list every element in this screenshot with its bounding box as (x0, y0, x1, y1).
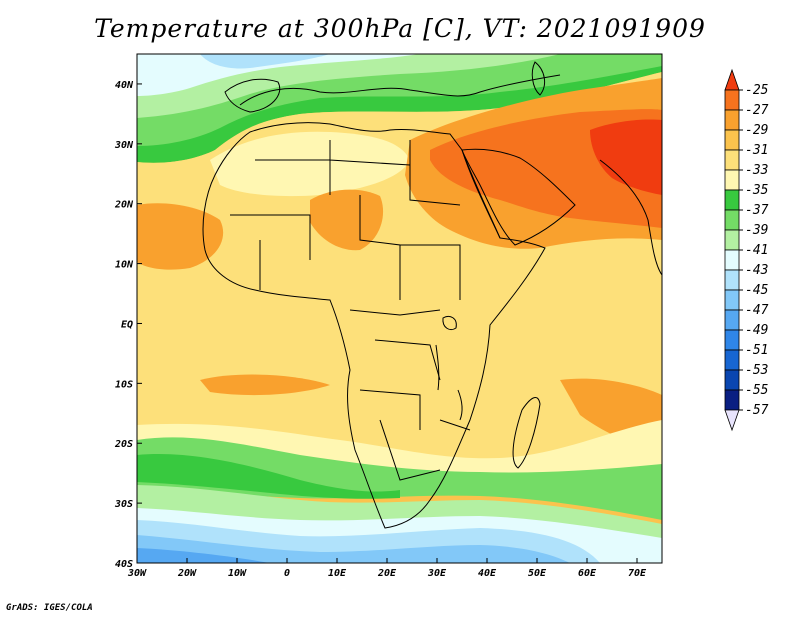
axis-ticks: 30W 20W 10W 0 10E 20E 30E 40E 50E 60E 70E 40S 30S 20S… (114, 80, 647, 579)
lon-tick-label: 20W (177, 568, 197, 579)
madagascar-outline (512, 396, 541, 469)
lat-tick-label: 10S (115, 379, 133, 390)
colorbar-swatch (724, 229, 740, 251)
lake-malawi-outline (457, 389, 463, 421)
colorbar-label: -29 (745, 123, 768, 138)
mediterranean-north-shore (239, 74, 561, 106)
africa-coastline (202, 122, 546, 529)
colorbar-swatch (724, 169, 740, 191)
northern-blue-patch (200, 54, 330, 69)
southern-green-band (137, 454, 400, 499)
lon-tick-label: 20E (377, 568, 397, 579)
southern-deep-blue-band (137, 535, 570, 563)
plot-frame (136, 53, 663, 564)
himalaya-hottest-core (590, 119, 662, 195)
colorbar-label: -41 (745, 243, 768, 258)
chart-title: Temperature at 300hPa [C], VT: 202109190… (94, 14, 706, 43)
southern-warm-streak (200, 374, 330, 396)
lon-tick-label: 50E (528, 568, 547, 579)
lat-tick-label: 30S (114, 499, 133, 510)
colorbar-label: -55 (745, 383, 769, 398)
colorbar-swatch (724, 109, 740, 131)
iberia-outline (224, 78, 281, 113)
caspian-outline (531, 61, 546, 96)
lake-victoria-outline (442, 315, 457, 331)
southern-pale-band (137, 420, 662, 479)
colorbar-label: -49 (745, 323, 768, 338)
red-sea-outline (461, 149, 501, 239)
colorbar-swatch (724, 369, 740, 391)
lon-tick-label: 30W (127, 568, 147, 579)
colorbar-label: -35 (745, 183, 769, 198)
west-africa-warm-patch (137, 203, 224, 270)
temperature-field (137, 54, 662, 563)
lat-tick-label: 30N (114, 140, 134, 151)
india-outline (599, 159, 662, 276)
colorbar-swatch (724, 269, 740, 291)
southern-pale-green-band (137, 485, 662, 540)
lon-tick-label: 60E (578, 568, 597, 579)
lat-tick-label: 20S (114, 439, 133, 450)
colorbar-label: -43 (745, 263, 768, 278)
colorbar-swatch (724, 249, 740, 271)
colorbar-label: -25 (745, 83, 769, 98)
lat-tick-label: 10N (115, 260, 134, 271)
lon-tick-label: 0 (284, 568, 290, 579)
colorbar-swatch (724, 68, 740, 91)
colorbar-label: -31 (745, 143, 768, 158)
colorbar-label: -27 (745, 103, 769, 118)
colorbar-label: -51 (745, 343, 768, 358)
southern-light-belt (137, 300, 662, 466)
sahara-pale-belt (210, 131, 410, 197)
lat-tick-label: EQ (121, 319, 133, 330)
colorbar: -25 -27 -29 -31 -33 -35 -37 -39 -41 -43 -45 -47 -49 -… (724, 68, 769, 432)
colorbar-swatch (724, 309, 740, 331)
northern-icy-band (137, 54, 420, 96)
colorbar-swatch (724, 129, 740, 151)
colorbar-swatch (724, 189, 740, 211)
colorbar-swatch (724, 409, 740, 432)
lon-tick-label: 10W (228, 568, 247, 579)
colorbar-label: -37 (745, 203, 769, 218)
lon-tick-label: 10E (328, 568, 347, 579)
lon-tick-label: 40E (478, 568, 497, 579)
sahel-warm-patch (310, 189, 384, 251)
colorbar-swatch (724, 389, 740, 411)
lat-tick-label: 20N (114, 200, 134, 211)
colorbar-label: -45 (745, 283, 769, 298)
lat-tick-label: 40S (115, 559, 133, 570)
colorbar-swatch (724, 289, 740, 311)
arabian-peninsula-outline (461, 148, 576, 246)
colorbar-swatch (724, 349, 740, 371)
colorbar-swatch (724, 329, 740, 351)
coastlines (202, 61, 662, 529)
colorbar-label: -53 (745, 363, 768, 378)
lake-tanganyika-outline (435, 344, 440, 391)
country-borders (230, 140, 471, 481)
colorbar-swatch (724, 89, 740, 111)
colorbar-label: -39 (745, 223, 768, 238)
colorbar-swatch (724, 149, 740, 171)
lat-tick-label: 40N (115, 80, 134, 91)
grads-credit: GrADS: IGES/COLA (6, 603, 93, 613)
colorbar-label: -33 (745, 163, 768, 178)
colorbar-label: -47 (745, 303, 769, 318)
lon-tick-label: 30E (427, 568, 447, 579)
colorbar-swatch (724, 209, 740, 231)
colorbar-label: -57 (745, 403, 769, 418)
lon-tick-label: 70E (628, 568, 647, 579)
